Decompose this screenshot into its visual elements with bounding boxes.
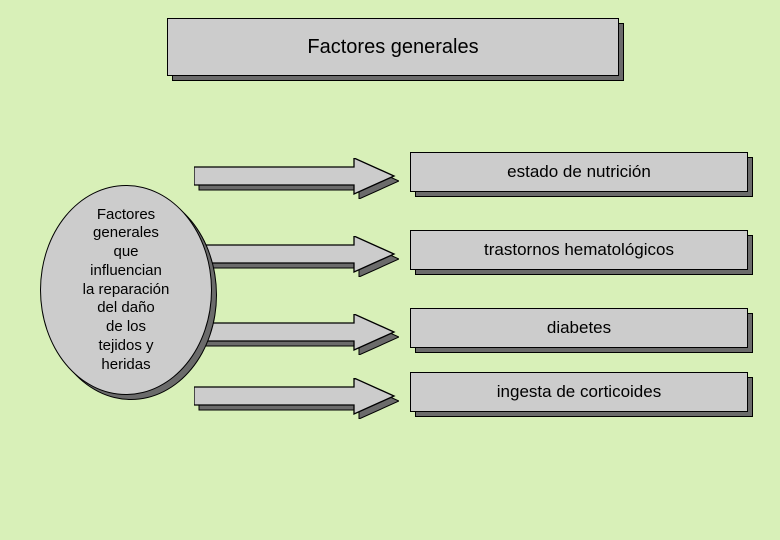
diagram-canvas: Factores generales (0, 0, 780, 540)
factor-box-3: diabetes (410, 308, 748, 348)
factor-box-1-text: estado de nutrición (507, 162, 651, 182)
arrow-2 (194, 236, 394, 272)
title-text: Factores generales (307, 36, 478, 59)
factor-box-3-face: diabetes (410, 308, 748, 348)
source-ellipse-text: Factores generales que influencian la re… (83, 206, 170, 375)
factor-box-1-face: estado de nutrición (410, 152, 748, 192)
arrow-3 (194, 314, 394, 350)
factor-box-4: ingesta de corticoides (410, 372, 748, 412)
title-box: Factores generales (167, 18, 619, 76)
factor-box-4-face: ingesta de corticoides (410, 372, 748, 412)
factor-box-3-text: diabetes (547, 318, 611, 338)
source-ellipse: Factores generales que influencian la re… (40, 185, 212, 395)
factor-box-4-text: ingesta de corticoides (497, 382, 661, 402)
title-box-face: Factores generales (167, 18, 619, 76)
factor-box-2-text: trastornos hematológicos (484, 240, 674, 260)
arrow-1 (194, 158, 394, 194)
factor-box-1: estado de nutrición (410, 152, 748, 192)
factor-box-2-face: trastornos hematológicos (410, 230, 748, 270)
arrow-4 (194, 378, 394, 414)
factor-box-2: trastornos hematológicos (410, 230, 748, 270)
source-ellipse-face: Factores generales que influencian la re… (40, 185, 212, 395)
